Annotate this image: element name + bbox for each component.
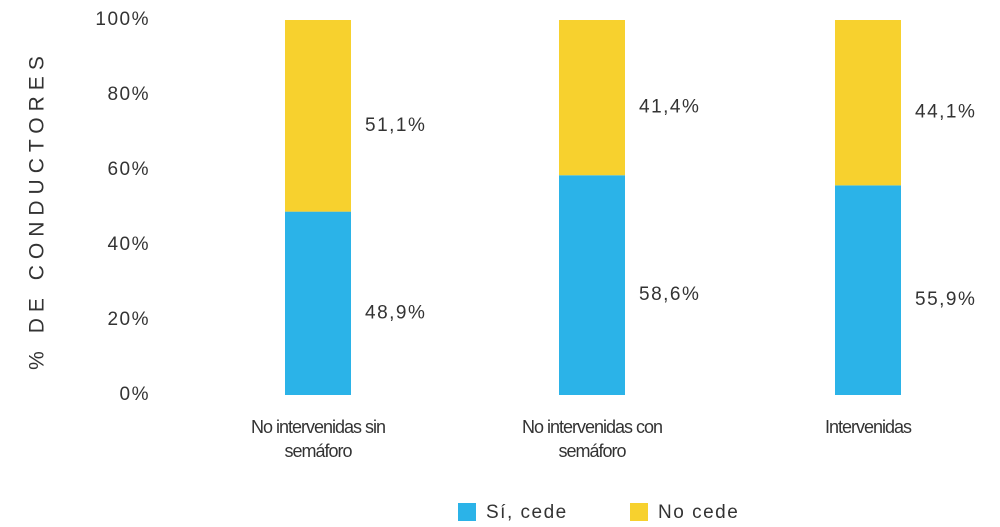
bar-segment xyxy=(285,20,351,212)
y-tick-label: 60% xyxy=(107,159,150,180)
y-axis-label: % DE CONDUCTORES xyxy=(26,50,49,370)
bar-segment xyxy=(835,20,901,186)
y-tick-label: 0% xyxy=(120,384,150,405)
bar-segment xyxy=(559,20,625,176)
value-label: 48,9% xyxy=(365,302,426,323)
value-label: 58,6% xyxy=(639,284,700,305)
legend-label: Sí, cede xyxy=(486,502,568,523)
legend-swatch xyxy=(630,503,648,521)
x-tick-label: No intervenidas con semáforo xyxy=(521,417,663,461)
value-label: 55,9% xyxy=(915,289,976,310)
y-tick-label: 80% xyxy=(107,84,150,105)
value-label: 41,4% xyxy=(639,97,700,118)
y-tick-label: 40% xyxy=(107,234,150,255)
x-tick-label: Intervenidas xyxy=(824,417,912,437)
y-tick-label: 100% xyxy=(95,9,150,30)
bar-segment xyxy=(285,211,351,395)
legend-swatch xyxy=(458,503,476,521)
bar-segment xyxy=(835,185,901,395)
y-tick-label: 20% xyxy=(107,309,150,330)
legend-label: No cede xyxy=(658,502,739,523)
x-tick-label: No intervenidas sin semáforo xyxy=(250,417,386,461)
bar-segment xyxy=(559,175,625,395)
value-label: 44,1% xyxy=(915,102,976,123)
value-label: 51,1% xyxy=(365,115,426,136)
